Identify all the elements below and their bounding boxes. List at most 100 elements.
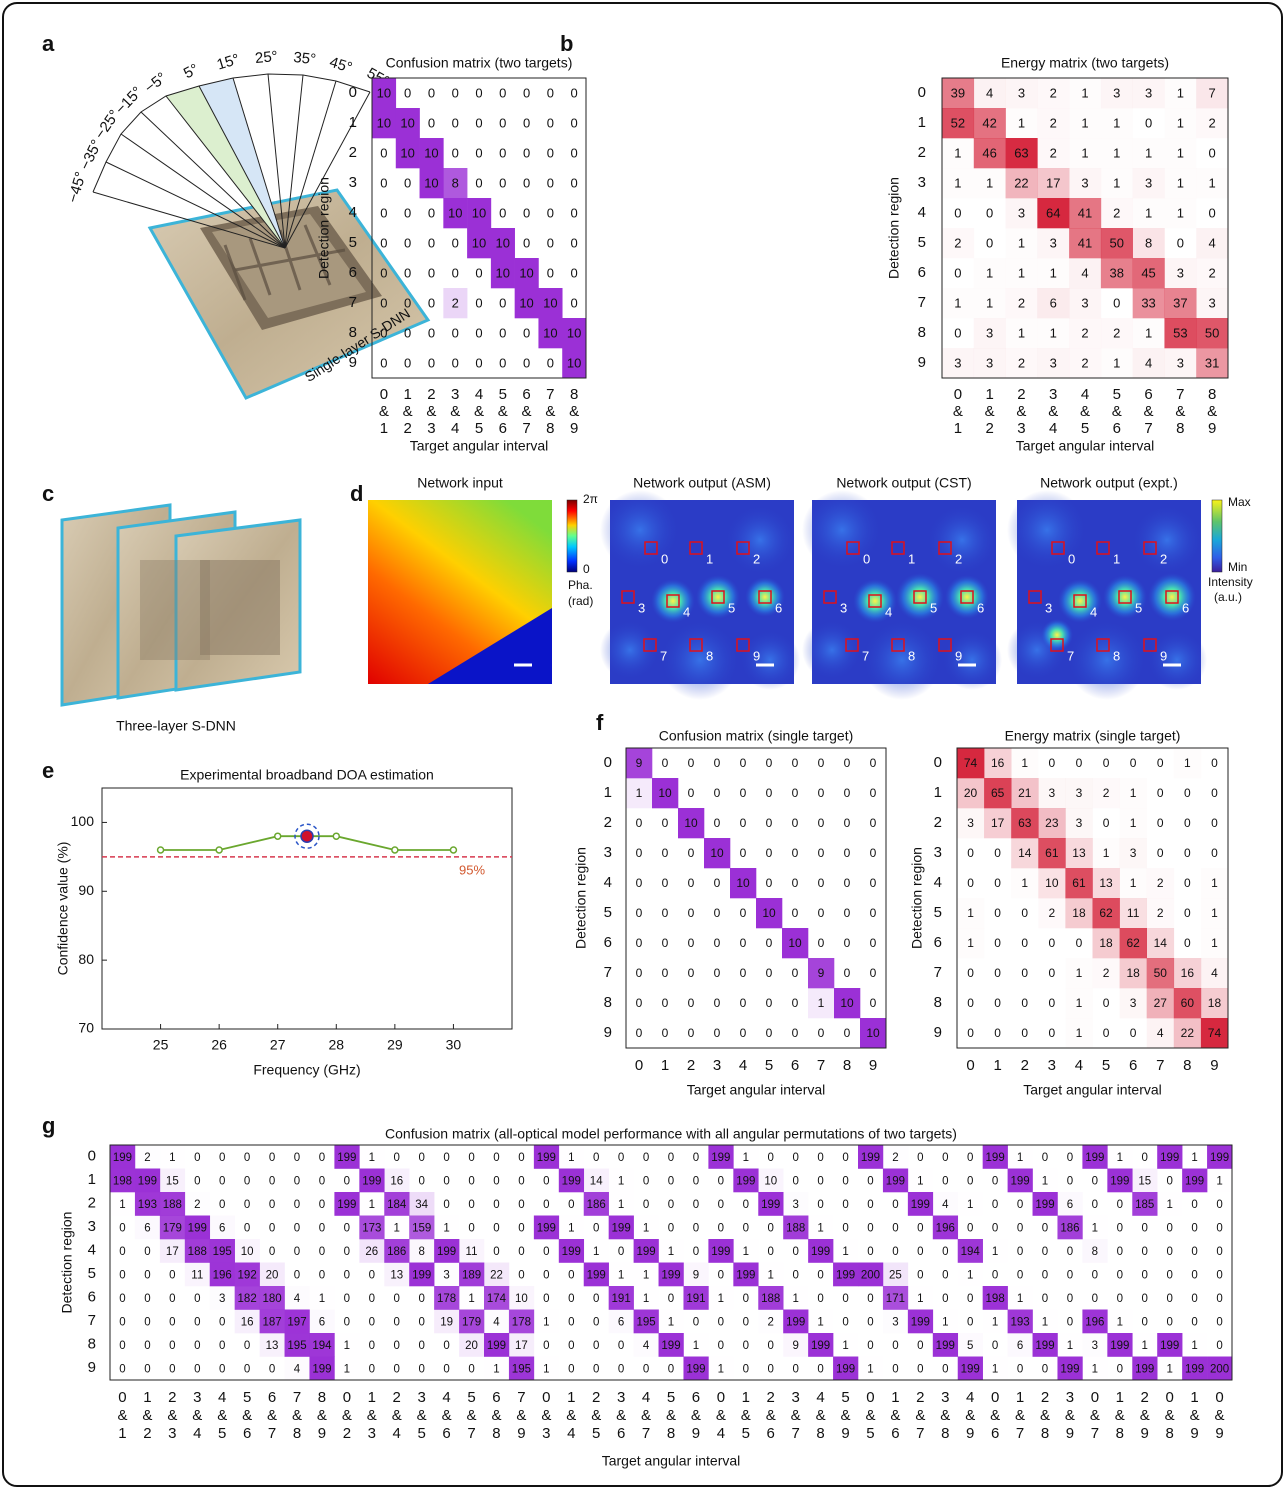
- cell-label: 2: [1050, 145, 1057, 160]
- cell-label: 4: [1081, 265, 1088, 280]
- cell-label: 6: [618, 1316, 624, 1328]
- cell-label: 0: [319, 1246, 325, 1258]
- x-tick-label: 2: [1017, 386, 1025, 403]
- cell-label: 0: [443, 1340, 449, 1352]
- cell-label: 16: [1181, 966, 1195, 980]
- x-tick-label: &: [167, 1407, 177, 1424]
- cell-label: 31: [1205, 355, 1219, 370]
- cell-label: 0: [380, 355, 387, 370]
- cell-label: 0: [344, 1269, 350, 1281]
- x-tick-label: 6: [791, 1057, 799, 1074]
- cell-label: 0: [740, 1026, 747, 1040]
- cell-label: 0: [743, 1340, 749, 1352]
- cell-label: 0: [344, 1246, 350, 1258]
- cell-label: 0: [1130, 756, 1137, 770]
- x-tick-label: 6: [499, 420, 507, 437]
- cell-label: 0: [452, 355, 459, 370]
- cell-label: 0: [967, 996, 974, 1010]
- cell-label: 0: [636, 996, 643, 1010]
- cell-label: 0: [219, 1199, 225, 1211]
- cell-label: 199: [661, 1269, 680, 1281]
- cell-label: 0: [1067, 1293, 1073, 1305]
- cell-label: 2: [1050, 85, 1057, 100]
- x-tick-label: 7: [1156, 1057, 1164, 1074]
- cell-label: 0: [844, 966, 851, 980]
- cell-label: 18: [1072, 906, 1086, 920]
- y-tick-label: 80: [78, 951, 94, 967]
- cell-label: 1: [967, 936, 974, 950]
- x-tick-label: 2: [687, 1057, 695, 1074]
- cell-label: 2: [452, 295, 459, 310]
- cell-label: 0: [294, 1152, 300, 1164]
- cell-label: 0: [1042, 1269, 1048, 1281]
- cell-label: 1: [792, 1293, 798, 1305]
- cell-label: 1: [718, 1293, 724, 1305]
- cell-label: 3: [954, 355, 961, 370]
- cell-label: 0: [818, 876, 825, 890]
- cell-label: 0: [1216, 1199, 1222, 1211]
- cell-label: 0: [792, 906, 799, 920]
- x-tick-label: 1: [143, 1389, 151, 1406]
- chart-title: Energy matrix (single target): [1005, 728, 1181, 744]
- cell-label: 1: [618, 1269, 624, 1281]
- cell-label: 0: [967, 1026, 974, 1040]
- cell-label: 199: [811, 1246, 830, 1258]
- y-tick-label: 6: [349, 264, 357, 281]
- cell-label: 0: [792, 1175, 798, 1187]
- cell-label: 34: [415, 1199, 428, 1211]
- x-tick-label: 4: [739, 1057, 747, 1074]
- data-point: [158, 847, 164, 853]
- cell-label: 1: [1216, 1175, 1222, 1187]
- region-label: 2: [955, 551, 962, 566]
- cell-label: 3: [1113, 85, 1120, 100]
- cell-label: 0: [1117, 1269, 1123, 1281]
- cell-label: 0: [714, 1026, 721, 1040]
- cell-label: 0: [404, 325, 411, 340]
- cell-label: 0: [593, 1152, 599, 1164]
- y-axis-title: Confidence value (%): [55, 842, 71, 976]
- x-tick-label: 7: [1144, 420, 1152, 437]
- panel-label: e: [42, 758, 54, 783]
- x-tick-label: 5: [1113, 386, 1121, 403]
- x-tick-label: 9: [1066, 1425, 1074, 1442]
- cell-label: 0: [842, 1293, 848, 1305]
- cell-label: 1: [967, 906, 974, 920]
- cell-label: 0: [499, 295, 506, 310]
- x-tick-label: &: [417, 1407, 427, 1424]
- cell-label: 0: [688, 1026, 695, 1040]
- y-tick-label: 4: [88, 1242, 96, 1259]
- cell-label: 3: [986, 325, 993, 340]
- cell-label: 199: [911, 1199, 930, 1211]
- chart-title: Confusion matrix (single target): [659, 728, 854, 744]
- cell-label: 0: [404, 85, 411, 100]
- x-tick-label: 9: [318, 1425, 326, 1442]
- cell-label: 3: [1076, 816, 1083, 830]
- cell-label: 0: [942, 1152, 948, 1164]
- cell-label: 199: [188, 1222, 207, 1234]
- cell-label: 1: [344, 1363, 350, 1375]
- cell-label: 0: [523, 355, 530, 370]
- x-tick-label: &: [569, 403, 579, 420]
- cell-label: 1: [369, 1152, 375, 1164]
- x-tick-label: 6: [1113, 420, 1121, 437]
- x-tick-label: 5: [1102, 1057, 1110, 1074]
- cell-label: 0: [743, 1363, 749, 1375]
- cell-label: 199: [537, 1222, 556, 1234]
- cell-label: 10: [424, 175, 438, 190]
- cell-label: 0: [844, 1026, 851, 1040]
- cell-label: 1: [954, 175, 961, 190]
- y-tick-label: 0: [349, 84, 357, 101]
- y-tick-label: 9: [918, 354, 926, 371]
- cell-label: 0: [718, 1340, 724, 1352]
- x-tick-label: 0: [966, 1057, 974, 1074]
- cell-label: 41: [1078, 205, 1092, 220]
- cell-label: 0: [994, 966, 1001, 980]
- output-haze: [1067, 620, 1147, 700]
- x-tick-label: &: [217, 1407, 227, 1424]
- x-tick-label: 9: [841, 1425, 849, 1442]
- cell-label: 0: [917, 1246, 923, 1258]
- cell-label: 0: [618, 1152, 624, 1164]
- cell-label: 0: [428, 205, 435, 220]
- cell-label: 0: [319, 1269, 325, 1281]
- cell-label: 1: [1081, 145, 1088, 160]
